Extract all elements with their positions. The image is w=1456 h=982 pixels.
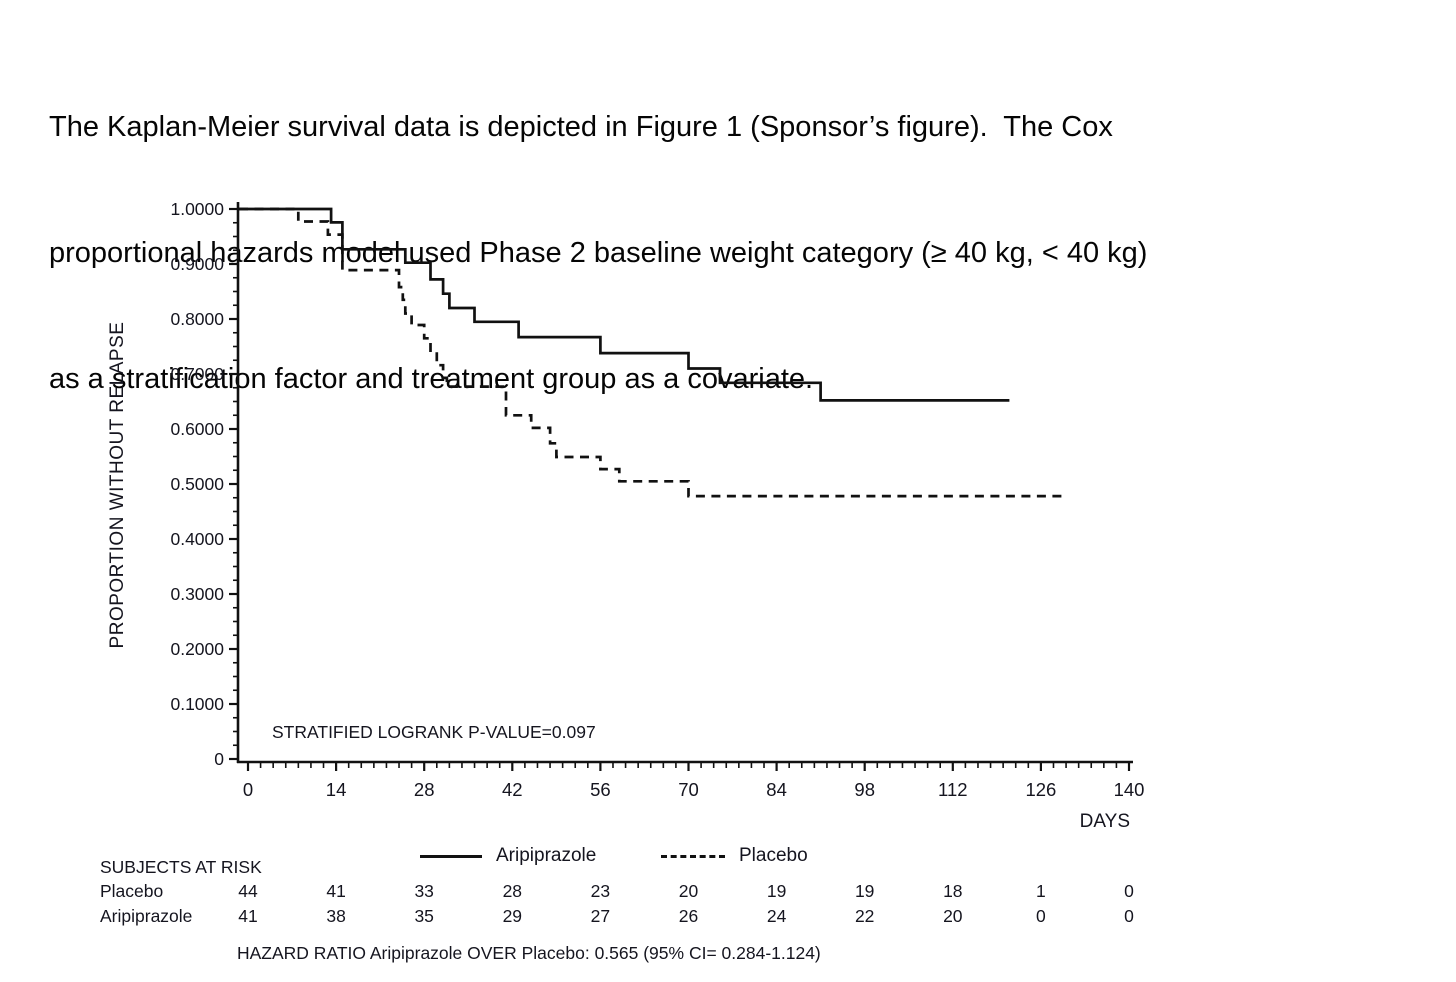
x-tick-label: 28: [414, 779, 435, 800]
y-tick-label: 0.1000: [170, 694, 224, 714]
risk-cell-placebo-day42: 28: [502, 881, 523, 901]
x-tick-label: 98: [854, 779, 875, 800]
x-tick-label: 126: [1025, 779, 1056, 800]
risk-cell-placebo-day14: 41: [326, 881, 346, 901]
x-tick-label: 42: [502, 779, 523, 800]
legend-label-placebo: Placebo: [739, 845, 808, 866]
x-tick-label: 112: [938, 779, 968, 800]
risk-cell-aripiprazole-day126: 0: [1036, 906, 1046, 926]
risk-cell-aripiprazole-day70: 26: [678, 906, 699, 926]
risk-cell-placebo-day28: 33: [414, 881, 434, 901]
intro-line-1: The Kaplan-Meier survival data is depict…: [49, 111, 1113, 143]
risk-cell-placebo-day84: 19: [766, 881, 787, 901]
x-tick-label: 56: [590, 779, 611, 800]
risk-cell-placebo-day140: 0: [1124, 881, 1134, 901]
risk-cell-aripiprazole-day42: 29: [502, 906, 523, 926]
intro-line-3: as a stratification factor and treatment…: [49, 363, 814, 395]
dashed-line-sample: [661, 854, 725, 858]
risk-row-label-aripiprazole: Aripiprazole: [100, 906, 193, 926]
x-tick-label: 84: [766, 779, 787, 800]
y-tick-label: 0: [214, 749, 224, 769]
x-tick-label: 14: [326, 779, 347, 800]
intro-line-2: proportional hazards model used Phase 2 …: [49, 237, 1148, 269]
y-tick-label: 0.3000: [170, 584, 224, 604]
risk-cell-aripiprazole-day140: 0: [1124, 906, 1134, 926]
risk-cell-placebo-day56: 23: [590, 881, 611, 901]
risk-cell-placebo-day70: 20: [678, 881, 699, 901]
legend-item-aripiprazole: Aripiprazole: [420, 845, 596, 867]
legend-label-aripiprazole: Aripiprazole: [496, 845, 597, 866]
x-tick-label: 140: [1114, 779, 1145, 800]
hazard-ratio-footer: HAZARD RATIO Aripiprazole OVER Placebo: …: [237, 943, 821, 963]
y-axis-title: PROPORTION WITHOUT RELAPSE: [107, 321, 128, 649]
logrank-annotation: STRATIFIED LOGRANK P-VALUE=0.097: [272, 722, 596, 742]
risk-cell-aripiprazole-day28: 35: [414, 906, 434, 926]
risk-cell-aripiprazole-day84: 24: [766, 906, 787, 926]
risk-cell-aripiprazole-day14: 38: [326, 906, 346, 926]
y-tick-label: 0.2000: [170, 639, 224, 659]
risk-row-label-placebo: Placebo: [100, 881, 164, 901]
x-axis-title: DAYS: [1079, 811, 1130, 832]
risk-cell-aripiprazole-day98: 22: [854, 906, 875, 926]
risk-cell-aripiprazole-day56: 27: [590, 906, 611, 926]
risk-cell-placebo-day126: 1: [1036, 881, 1046, 901]
risk-cell-placebo-day0: 44: [238, 881, 258, 901]
intro-paragraph: The Kaplan-Meier survival data is depict…: [49, 22, 1439, 484]
risk-cell-aripiprazole-day0: 41: [238, 906, 258, 926]
risk-cell-placebo-day112: 18: [943, 881, 963, 901]
risk-cell-placebo-day98: 19: [854, 881, 875, 901]
y-tick-label: 0.4000: [170, 529, 224, 549]
solid-line-sample: [420, 854, 482, 858]
legend-item-placebo: Placebo: [661, 845, 808, 867]
risk-table-title: SUBJECTS AT RISK: [100, 857, 262, 877]
x-tick-label: 0: [243, 779, 253, 800]
risk-cell-aripiprazole-day112: 20: [943, 906, 963, 926]
x-tick-label: 70: [678, 779, 699, 800]
